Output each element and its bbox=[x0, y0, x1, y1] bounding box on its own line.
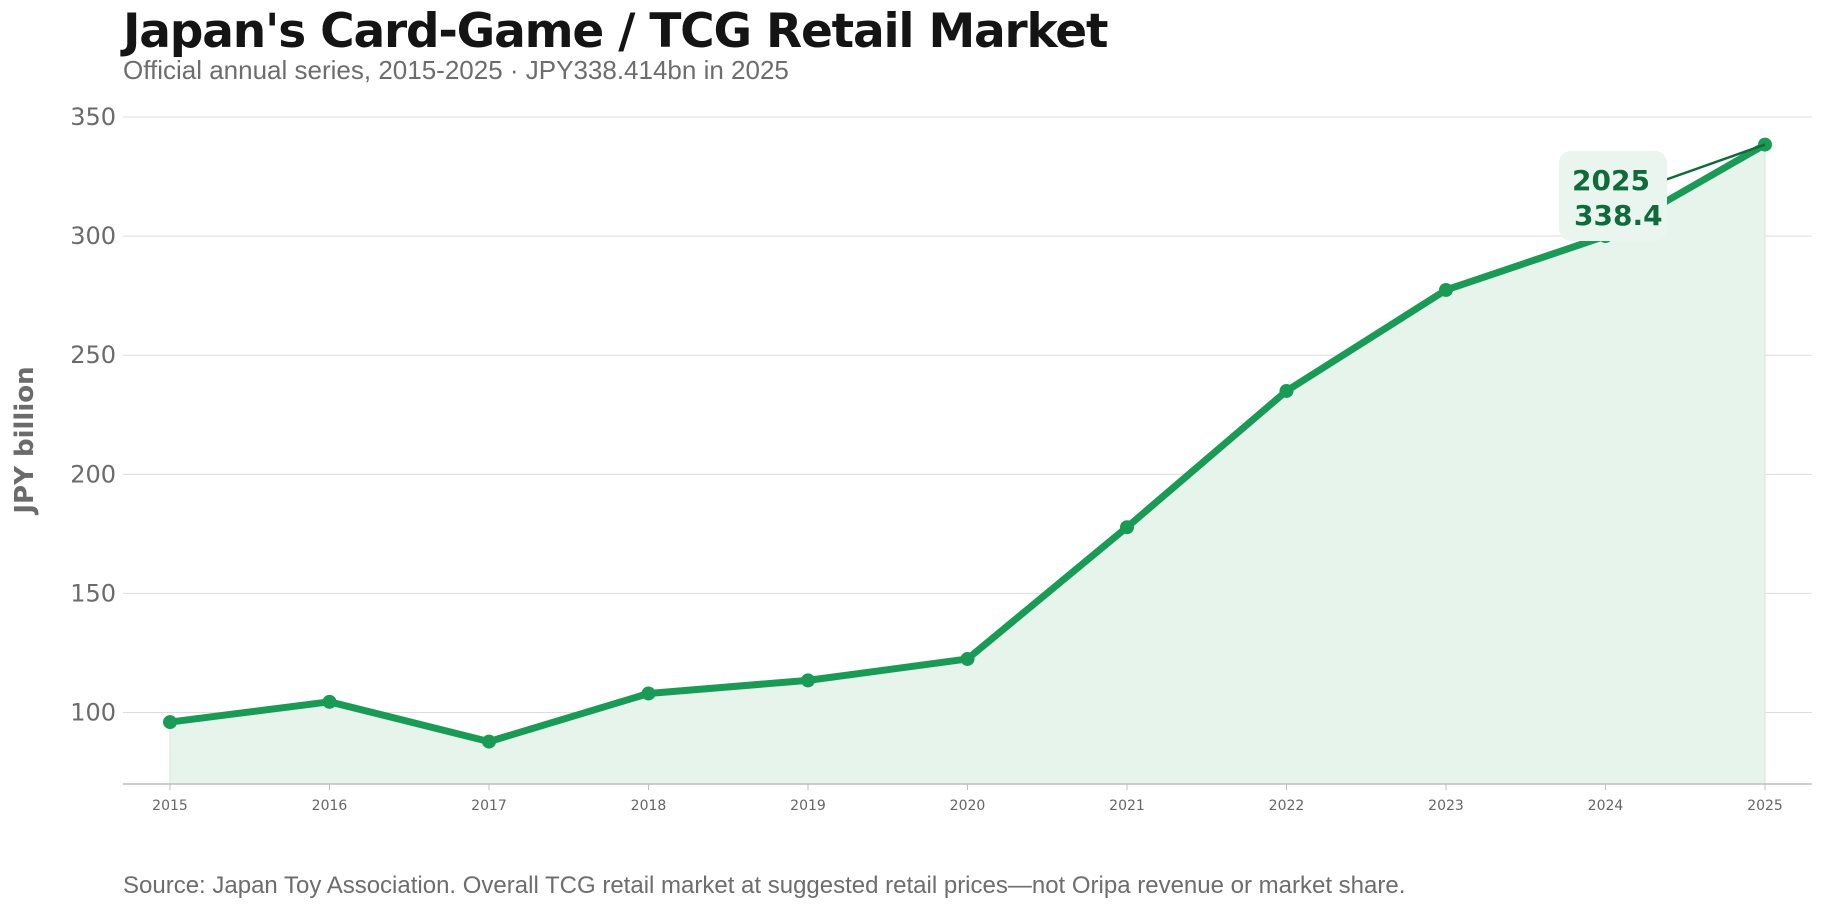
y-tick-label: 200 bbox=[70, 460, 116, 488]
y-axis-label: JPY billion bbox=[10, 366, 40, 515]
x-tick-label: 2016 bbox=[312, 798, 348, 814]
source-note: Source: Japan Toy Association. Overall T… bbox=[123, 872, 1406, 899]
data-point-2022 bbox=[1279, 383, 1294, 398]
data-point-2023 bbox=[1439, 282, 1453, 297]
y-tick-label: 350 bbox=[70, 103, 116, 131]
callout-box bbox=[1559, 151, 1667, 241]
x-tick-label: 2023 bbox=[1428, 798, 1464, 814]
data-point-2015 bbox=[163, 715, 177, 730]
data-point-2018 bbox=[641, 686, 656, 701]
y-axis-ticks: 100 150 200 250 300 350 bbox=[70, 103, 116, 727]
data-point-2017 bbox=[482, 734, 496, 749]
x-tick-label: 2019 bbox=[790, 798, 826, 814]
chart-subtitle: Official annual series, 2015-2025 · JPY3… bbox=[123, 55, 789, 85]
value-callout: 2025 338.4 bbox=[1559, 143, 1766, 241]
data-point-2020 bbox=[960, 651, 975, 666]
y-tick-label: 100 bbox=[70, 699, 116, 727]
x-axis-ticks: 2015 2016 2017 2018 2019 2020 2021 2022 2023 2024… bbox=[152, 784, 1783, 814]
data-point-2016 bbox=[322, 694, 337, 709]
y-tick-label: 250 bbox=[70, 341, 116, 369]
x-tick-label: 2017 bbox=[471, 798, 507, 814]
data-point-2019 bbox=[801, 673, 815, 688]
x-tick-label: 2015 bbox=[152, 798, 188, 814]
callout-value: 338.4 bbox=[1574, 199, 1663, 232]
y-tick-label: 300 bbox=[70, 222, 116, 250]
area-fill bbox=[169, 143, 1766, 785]
x-tick-label: 2018 bbox=[631, 798, 667, 814]
callout-leader-line bbox=[1664, 143, 1766, 182]
x-tick-label: 2024 bbox=[1588, 798, 1624, 814]
x-tick-label: 2022 bbox=[1269, 798, 1305, 814]
x-tick-label: 2025 bbox=[1747, 798, 1783, 814]
data-point-2021 bbox=[1120, 520, 1134, 535]
callout-year: 2025 bbox=[1572, 164, 1650, 197]
y-tick-label: 150 bbox=[70, 579, 116, 607]
chart-title: Japan's Card-Game / TCG Retail Market bbox=[123, 4, 1108, 59]
x-tick-label: 2021 bbox=[1109, 798, 1145, 814]
x-tick-label: 2020 bbox=[950, 798, 986, 814]
